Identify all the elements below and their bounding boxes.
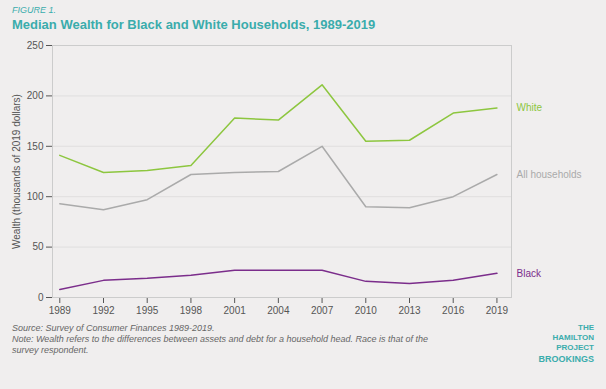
svg-text:2013: 2013 <box>398 305 421 316</box>
svg-text:White: White <box>517 102 543 113</box>
svg-text:50: 50 <box>32 241 44 252</box>
svg-text:Wealth (thousands of 2019 doll: Wealth (thousands of 2019 dollars) <box>11 94 22 249</box>
html-text:Median Wealth for Black and Wh: Median Wealth for Black and White Househ… <box>12 17 376 32</box>
svg-text:100: 100 <box>27 191 44 202</box>
svg-text:200: 200 <box>27 90 44 101</box>
svg-text:1995: 1995 <box>136 305 159 316</box>
svg-text:150: 150 <box>27 141 44 152</box>
html-text:THE HAMILTON PROJECT: THE HAMILTON PROJECT <box>552 323 594 352</box>
svg-text:2016: 2016 <box>442 305 465 316</box>
html-text:FIGURE 1.: FIGURE 1. <box>12 5 56 15</box>
svg-text:2010: 2010 <box>355 305 378 316</box>
svg-text:2019: 2019 <box>486 305 509 316</box>
svg-text:All households: All households <box>517 169 582 180</box>
svg-text:1998: 1998 <box>180 305 203 316</box>
svg-text:1992: 1992 <box>92 305 115 316</box>
html-text:BROOKINGS: BROOKINGS <box>538 354 594 364</box>
svg-text:2001: 2001 <box>224 305 247 316</box>
svg-text:2007: 2007 <box>311 305 334 316</box>
html-text:Source: Survey of Consumer Fin: Source: Survey of Consumer Finances 1989… <box>12 323 215 333</box>
svg-text:0: 0 <box>38 292 44 303</box>
html-text:Note: Wealth refers to the dif: Note: Wealth refers to the differences b… <box>12 334 429 355</box>
svg-text:2004: 2004 <box>267 305 290 316</box>
svg-text:Black: Black <box>517 268 542 279</box>
svg-text:1989: 1989 <box>49 305 72 316</box>
svg-text:250: 250 <box>27 40 44 51</box>
